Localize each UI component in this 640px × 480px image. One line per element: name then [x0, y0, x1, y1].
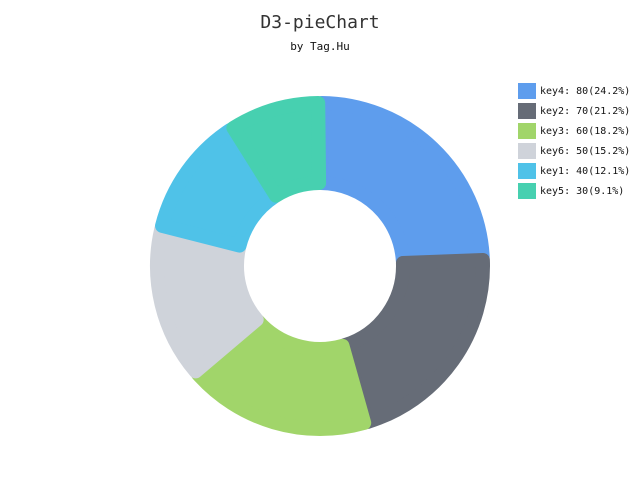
legend-separator: : — [564, 145, 577, 157]
slice-key3[interactable] — [190, 314, 372, 436]
legend-key: key4 — [540, 85, 565, 97]
legend-swatch — [518, 183, 536, 199]
legend-swatch — [518, 123, 536, 139]
chart-title: D3-pieChart — [260, 12, 380, 33]
legend-value: 40 — [576, 165, 589, 177]
legend-label: key5: 30(9.1%) — [540, 186, 624, 197]
legend-key: key3 — [540, 125, 565, 137]
legend-percent: (18.2%) — [588, 125, 631, 137]
legend-separator: : — [564, 165, 577, 177]
legend-value: 70 — [576, 105, 589, 117]
legend-key: key5 — [540, 185, 565, 197]
legend-label: key3: 60(18.2%) — [540, 126, 630, 137]
legend-swatch — [518, 83, 536, 99]
legend-item-key3[interactable]: key3: 60(18.2%) — [518, 122, 636, 140]
legend-key: key6 — [540, 145, 565, 157]
legend-separator: : — [564, 85, 577, 97]
legend-separator: : — [564, 185, 577, 197]
donut-slices — [150, 96, 490, 436]
legend-item-key4[interactable]: key4: 80(24.2%) — [518, 82, 636, 100]
legend-item-key2[interactable]: key2: 70(21.2%) — [518, 102, 636, 120]
legend-separator: : — [564, 125, 577, 137]
legend-swatch — [518, 143, 536, 159]
legend-key: key1 — [540, 165, 565, 177]
legend-percent: (15.2%) — [588, 145, 631, 157]
legend-item-key5[interactable]: key5: 30(9.1%) — [518, 182, 636, 200]
slice-key5[interactable] — [226, 96, 327, 203]
legend-label: key1: 40(12.1%) — [540, 166, 630, 177]
slice-key2[interactable] — [337, 253, 490, 429]
legend-separator: : — [564, 105, 577, 117]
legend: key4: 80(24.2%) key2: 70(21.2%) key3: 60(1… — [518, 82, 636, 202]
legend-percent: (9.1%) — [588, 185, 625, 197]
legend-item-key6[interactable]: key6: 50(15.2%) — [518, 142, 636, 160]
legend-label: key6: 50(15.2%) — [540, 146, 630, 157]
legend-key: key2 — [540, 105, 565, 117]
legend-swatch — [518, 163, 536, 179]
legend-label: key4: 80(24.2%) — [540, 86, 630, 97]
legend-item-key1[interactable]: key1: 40(12.1%) — [518, 162, 636, 180]
legend-value: 30 — [576, 185, 589, 197]
legend-value: 60 — [576, 125, 589, 137]
legend-swatch — [518, 103, 536, 119]
chart-subtitle: by Tag.Hu — [290, 40, 350, 53]
legend-percent: (12.1%) — [588, 165, 631, 177]
legend-value: 80 — [576, 85, 589, 97]
slice-key4[interactable] — [313, 96, 490, 269]
legend-label: key2: 70(21.2%) — [540, 106, 630, 117]
legend-value: 50 — [576, 145, 589, 157]
legend-percent: (24.2%) — [588, 85, 631, 97]
legend-percent: (21.2%) — [588, 105, 631, 117]
